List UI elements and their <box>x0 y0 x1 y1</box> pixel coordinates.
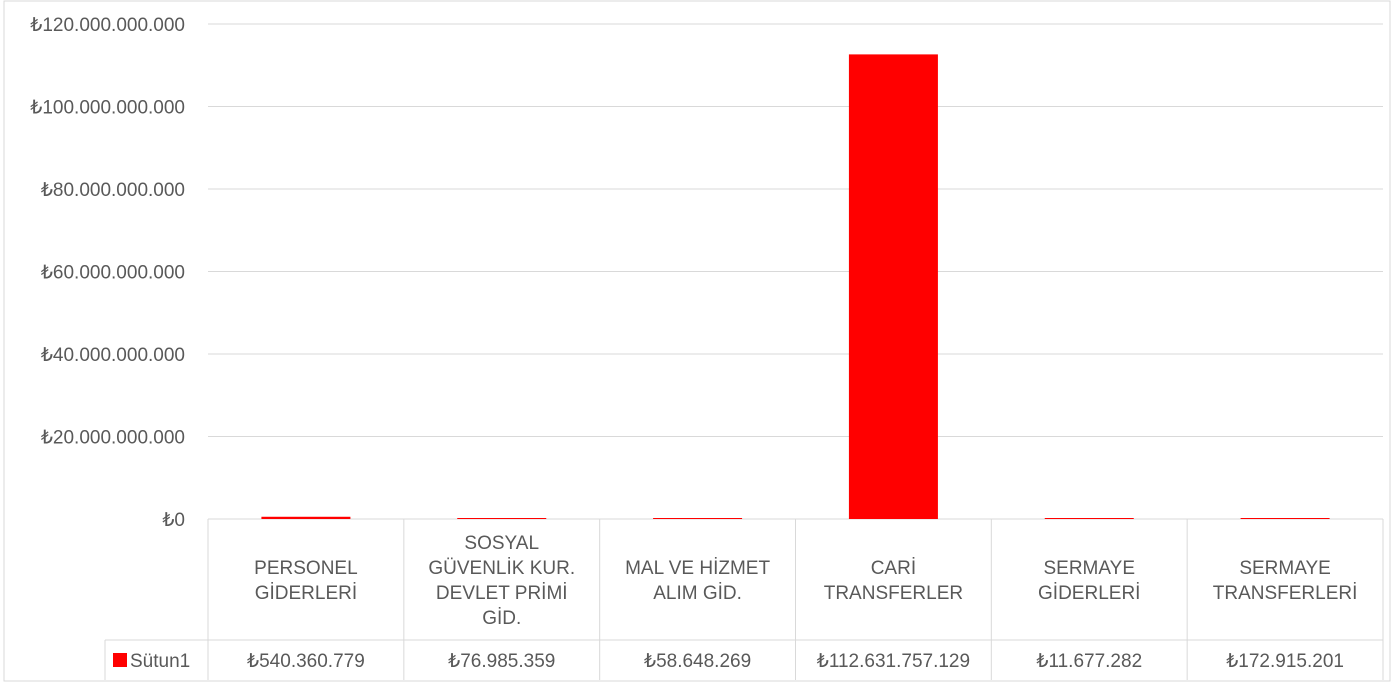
y-tick-label: ₺100.000.000.000 <box>30 98 185 119</box>
data-label: ₺11.677.282 <box>1036 651 1142 672</box>
y-tick-label: ₺40.000.000.000 <box>41 345 185 366</box>
bar <box>1044 518 1134 519</box>
category-label: SERMAYE <box>1043 558 1135 579</box>
data-label: ₺112.631.757.129 <box>817 651 970 672</box>
category-label: PERSONEL <box>254 558 357 579</box>
chart-border <box>3 0 1391 682</box>
legend-swatch <box>113 653 127 667</box>
y-tick-label: ₺80.000.000.000 <box>41 180 185 201</box>
category-label: ALIM GİD. <box>653 583 742 604</box>
category-label: GİD. <box>482 608 521 629</box>
category-label: DEVLET PRİMİ <box>436 583 568 604</box>
bar <box>848 54 938 519</box>
category-label: TRANSFERLERİ <box>1213 583 1358 604</box>
bar <box>457 518 547 519</box>
data-label: ₺76.985.359 <box>448 651 555 672</box>
y-tick-label: ₺120.000.000.000 <box>30 15 185 36</box>
bar <box>261 516 351 519</box>
y-tick-label: ₺20.000.000.000 <box>41 428 185 449</box>
legend-label: Sütun1 <box>130 651 190 672</box>
category-label: SERMAYE <box>1239 558 1331 579</box>
y-tick-label: ₺0 <box>162 510 185 531</box>
category-label: CARİ <box>871 558 916 579</box>
bar <box>653 518 743 519</box>
bar <box>1240 518 1330 519</box>
category-label: GİDERLERİ <box>1038 583 1140 604</box>
category-label: MAL VE HİZMET <box>625 558 770 579</box>
category-label: SOSYAL <box>464 533 539 554</box>
category-label: TRANSFERLER <box>824 583 963 604</box>
data-label: ₺172.915.201 <box>1226 651 1344 672</box>
category-label: GÜVENLİK KUR. <box>428 558 575 579</box>
y-tick-label: ₺60.000.000.000 <box>41 263 185 284</box>
data-label: ₺58.648.269 <box>644 651 751 672</box>
category-label: GİDERLERİ <box>255 583 357 604</box>
data-label: ₺540.360.779 <box>247 651 365 672</box>
